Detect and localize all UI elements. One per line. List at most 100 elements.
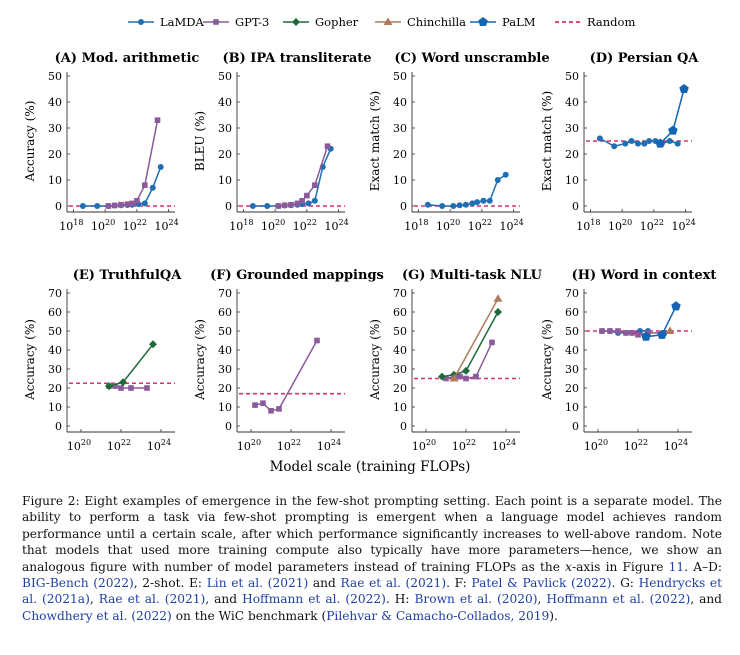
- y-tick-label: 50: [393, 325, 407, 338]
- citation-pilehvar[interactable]: Pilehvar & Camacho-Collados, 2019: [326, 608, 550, 623]
- y-axis-label: Accuracy (%): [23, 101, 37, 183]
- y-tick-label: 30: [393, 363, 407, 376]
- data-point-lamda: [480, 197, 487, 204]
- data-point-gpt-3: [629, 330, 635, 336]
- citation-lin[interactable]: Lin et al. (2021): [206, 576, 309, 591]
- data-point-lamda: [264, 203, 271, 209]
- data-point-gpt-3: [615, 328, 621, 334]
- data-point-gpt-3: [489, 339, 495, 346]
- data-point-palm: [655, 138, 665, 148]
- y-tick-label: 30: [48, 122, 62, 135]
- citation-brown[interactable]: Brown et al. (2020): [414, 592, 538, 607]
- y-tick-label: 30: [48, 363, 62, 376]
- data-point-gpt-3: [105, 203, 112, 209]
- x-tick-exponent: 20: [598, 438, 608, 447]
- y-tick-label: 50: [48, 325, 62, 338]
- x-tick-exponent: 24: [514, 218, 524, 227]
- legend-item-chinchilla: Chinchilla: [375, 15, 466, 29]
- citation-rae-1[interactable]: Rae et al. (2021): [340, 576, 447, 591]
- x-tick-label: 1018: [229, 218, 253, 233]
- y-tick-label: 10: [565, 401, 579, 414]
- x-tick-label: 1024: [492, 438, 516, 453]
- y-axis-label: Accuracy (%): [23, 319, 37, 401]
- y-tick-label: 20: [48, 382, 62, 395]
- series-line-chinchilla: [453, 298, 499, 379]
- series-line-gopher: [108, 343, 154, 387]
- x-tick-exponent: 24: [169, 218, 179, 227]
- data-point-gpt-3: [112, 383, 118, 389]
- x-tick-label: 1020: [91, 218, 115, 233]
- figure-11-link[interactable]: 11: [668, 559, 685, 574]
- data-point-gpt-3: [144, 385, 150, 391]
- y-tick-label: 30: [565, 363, 579, 376]
- x-tick-label: 1020: [584, 438, 608, 453]
- legend-label-chinchilla: Chinchilla: [407, 15, 466, 29]
- series-gpt-3: [275, 143, 331, 209]
- data-point-lamda: [456, 202, 463, 209]
- data-point-palm: [668, 125, 678, 135]
- legend-label-gpt-3: GPT-3: [235, 15, 269, 29]
- y-tick-label: 40: [218, 96, 232, 109]
- x-tick-exponent: 22: [482, 218, 492, 227]
- series-line-lamda: [82, 166, 162, 207]
- x-tick-label: 1022: [624, 438, 648, 453]
- citation-bigbench[interactable]: BIG-Bench (2022): [22, 576, 134, 591]
- y-tick-label: 50: [565, 70, 579, 83]
- y-tick-label: 10: [218, 401, 232, 414]
- data-point-gpt-3: [288, 201, 294, 208]
- x-tick-label: 1020: [608, 218, 632, 233]
- data-point-gpt-3: [268, 408, 274, 414]
- y-tick-label: 20: [393, 382, 407, 395]
- y-tick-label: 0: [55, 200, 62, 213]
- y-axis-label: Exact match (%): [540, 91, 554, 191]
- legend-item-gopher: Gopher: [283, 15, 359, 29]
- y-tick-label: 30: [565, 122, 579, 135]
- citation-hoffmann-1[interactable]: Hoffmann et al. (2022): [242, 592, 386, 607]
- legend-label-gopher: Gopher: [315, 15, 359, 29]
- x-tick-exponent: 24: [331, 438, 341, 447]
- caption-text-4: , 2-shot. E:: [133, 576, 207, 591]
- data-point-gpt-3: [111, 202, 118, 209]
- data-point-lamda: [622, 140, 629, 147]
- data-point-lamda: [157, 164, 164, 170]
- data-point-palm: [641, 331, 651, 341]
- x-tick-label: 1020: [436, 218, 460, 233]
- y-tick-label: 0: [572, 200, 579, 213]
- data-point-lamda: [439, 203, 446, 209]
- data-point-lamda: [674, 140, 681, 147]
- x-tick-label: 1022: [452, 438, 476, 453]
- y-tick-label: 10: [393, 401, 407, 414]
- data-point-gpt-3: [252, 402, 258, 408]
- x-tick-label: 1022: [107, 438, 131, 453]
- caption-text-7: . G:: [611, 576, 639, 591]
- series-gpt-3: [599, 328, 667, 338]
- citation-chowdhery[interactable]: Chowdhery et al. (2022): [22, 608, 172, 623]
- series-line-palm: [659, 88, 685, 145]
- data-point-palm: [657, 329, 667, 339]
- citation-hoffmann-2[interactable]: Hoffmann et al. (2022): [546, 592, 691, 607]
- data-point-gpt-3: [276, 406, 282, 412]
- y-axis-label: Exact match (%): [368, 91, 382, 191]
- citation-patel[interactable]: Patel & Pavlick (2022): [471, 576, 612, 591]
- x-tick-label: 1024: [155, 218, 179, 233]
- series-palm: [655, 84, 689, 148]
- data-point-lamda: [666, 138, 673, 144]
- panel-title: (E) TruthfulQA: [73, 268, 183, 283]
- x-tick-label: 1022: [293, 218, 317, 233]
- data-point-lamda: [424, 201, 431, 208]
- citation-hendrycks[interactable]: Hendrycks et al. (2021a): [22, 576, 723, 607]
- y-tick-label: 40: [565, 96, 579, 109]
- citation-rae-2[interactable]: Rae et al. (2021): [98, 592, 206, 607]
- x-tick-exponent: 20: [275, 218, 285, 227]
- data-point-gpt-3: [457, 373, 463, 380]
- data-point-gpt-3: [324, 143, 331, 149]
- data-point-gpt-3: [645, 330, 651, 336]
- x-tick-exponent: 24: [339, 218, 349, 227]
- y-tick-label: 0: [572, 420, 579, 433]
- caption-text-12: , and: [690, 592, 722, 607]
- data-point-gpt-3: [635, 332, 641, 338]
- caption-text-13: on the WiC benchmark (: [171, 608, 327, 623]
